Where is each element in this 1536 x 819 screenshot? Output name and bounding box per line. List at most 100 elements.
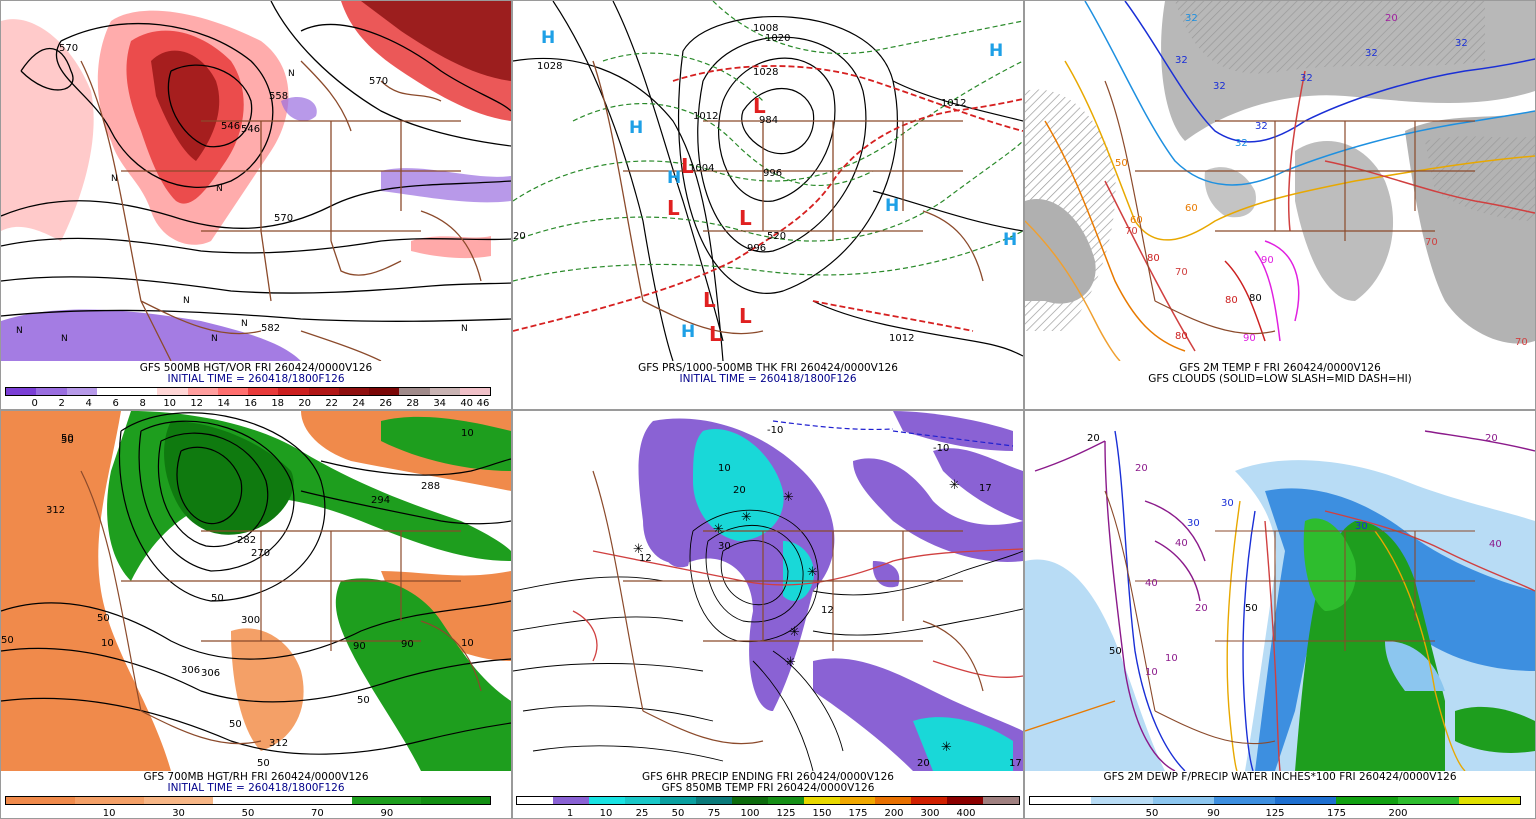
vorticity-markers: N N N N N N N N N	[16, 69, 468, 344]
colorbar-tick-label: 22	[325, 398, 339, 409]
svg-text:H: H	[1003, 230, 1017, 250]
svg-text:70: 70	[1175, 267, 1188, 278]
rh-fill	[1, 411, 511, 771]
svg-text:L: L	[681, 154, 694, 178]
colorbar-tick-label: 175	[848, 808, 868, 819]
svg-text:H: H	[681, 322, 695, 342]
dewpoint-labels: 20 30 30 50 40 40 10 30 20 20 50 20 40 1…	[1087, 433, 1502, 678]
colorbar-swatch	[1275, 797, 1337, 804]
svg-text:10: 10	[101, 638, 114, 649]
colorbar-swatch	[6, 388, 37, 395]
svg-text:L: L	[739, 304, 752, 328]
height-contours	[1, 1, 511, 322]
colorbar-swatch	[839, 797, 876, 804]
svg-text:✳: ✳	[713, 522, 724, 537]
svg-text:80: 80	[1249, 293, 1262, 304]
svg-text:80: 80	[1175, 331, 1188, 342]
svg-text:12: 12	[639, 553, 652, 564]
svg-text:✳: ✳	[741, 510, 752, 525]
colorbar-swatch	[36, 388, 67, 395]
svg-text:-10: -10	[933, 443, 949, 454]
svg-text:570: 570	[274, 213, 293, 224]
svg-text:✳: ✳	[807, 565, 818, 580]
colorbar-pwat-ticks: 50 90 125 175 200	[1029, 808, 1521, 819]
svg-text:520: 520	[767, 231, 786, 242]
vorticity-fill	[1, 1, 511, 361]
svg-text:H: H	[667, 168, 681, 188]
colorbar-swatch	[96, 388, 127, 395]
svg-text:20: 20	[1135, 463, 1148, 474]
colorbar-pwat	[1029, 796, 1521, 805]
svg-text:32: 32	[1300, 73, 1313, 84]
colorbar-tick-label: 75	[707, 808, 721, 819]
svg-text:570: 570	[59, 43, 78, 54]
colorbar-swatch	[399, 388, 430, 395]
svg-text:1028: 1028	[537, 61, 562, 72]
svg-text:✳: ✳	[633, 542, 644, 557]
colorbar-swatch	[803, 797, 840, 804]
colorbar-swatch	[588, 797, 625, 804]
svg-text:20: 20	[1195, 603, 1208, 614]
panel-pressure-thickness: 1028 1020 1028 1012 1012 996 996 984 101…	[512, 0, 1024, 410]
svg-text:80: 80	[1225, 295, 1238, 306]
precip-fill	[638, 411, 1023, 771]
colorbar-tick-label: 12	[190, 398, 204, 409]
colorbar-tick-label: 300	[920, 808, 940, 819]
svg-text:90: 90	[1243, 333, 1256, 344]
svg-text:N: N	[211, 334, 218, 344]
svg-text:20: 20	[1385, 13, 1398, 24]
svg-text:17: 17	[1009, 758, 1022, 769]
svg-text:✳: ✳	[941, 740, 952, 755]
map-dewpoint-svg: 20 30 30 50 40 40 10 30 20 20 50 20 40 1…	[1025, 430, 1535, 771]
svg-text:60: 60	[1130, 215, 1143, 226]
colorbar-vorticity	[5, 387, 491, 396]
svg-text:-10: -10	[767, 425, 783, 436]
cloud-cover	[1025, 1, 1535, 344]
colorbar-swatch	[1336, 797, 1398, 804]
panel-6hr-precip: -10 -10 10 20 30 12 12 17 17 20 ✳ ✳ ✳ ✳ ✳ ✳ …	[512, 410, 1024, 819]
colorbar-vorticity-ticks: 0 2 4 6 8 10 12 14 16 18 20 22 24 26 28 34 40 46	[5, 398, 491, 409]
svg-text:30: 30	[1187, 518, 1200, 529]
caption-pressure-title: GFS PRS/1000-500MB THK FRI 260424/0000V1…	[638, 362, 898, 374]
svg-text:50: 50	[61, 435, 74, 446]
colorbar-tick-label: 50	[1145, 808, 1159, 819]
political-borders	[592, 470, 984, 745]
svg-text:60: 60	[1185, 203, 1198, 214]
svg-text:12: 12	[821, 605, 834, 616]
svg-text:L: L	[753, 94, 766, 118]
temperature-contours	[513, 509, 1023, 771]
map-700mb: 50 312 10 50 294 306 300 50 306 50 312 5…	[1, 411, 511, 771]
colorbar-swatch	[732, 797, 768, 804]
svg-text:20: 20	[733, 485, 746, 496]
map-700mb-svg: 50 312 10 50 294 306 300 50 306 50 312 5…	[1, 411, 511, 771]
political-borders	[1104, 80, 1475, 335]
svg-text:90: 90	[401, 639, 414, 650]
colorbar-swatch	[1152, 797, 1214, 804]
svg-text:32: 32	[1175, 55, 1188, 66]
svg-text:N: N	[16, 326, 23, 336]
svg-text:984: 984	[759, 115, 778, 126]
colorbar-swatch	[517, 797, 553, 804]
svg-text:N: N	[241, 319, 248, 329]
colorbar-tick-label: 34	[433, 398, 447, 409]
colorbar-tick-label: 400	[956, 808, 976, 819]
colorbar-tick-label: 6	[112, 398, 119, 409]
colorbar-swatch	[6, 797, 76, 804]
svg-text:50: 50	[1245, 603, 1258, 614]
colorbar-swatch	[1091, 797, 1153, 804]
political-borders	[1104, 490, 1475, 745]
svg-text:32: 32	[1365, 48, 1378, 59]
colorbar-tick-label: 200	[1388, 808, 1408, 819]
colorbar-tick-label: 25	[635, 808, 649, 819]
colorbar-swatch	[875, 797, 912, 804]
svg-text:70: 70	[1425, 237, 1438, 248]
colorbar-tick-label: 4	[85, 398, 92, 409]
colorbar-swatch	[217, 388, 248, 395]
svg-text:N: N	[288, 69, 295, 79]
svg-text:1012: 1012	[889, 333, 914, 344]
svg-text:✳: ✳	[785, 655, 796, 670]
colorbar-precip	[516, 796, 1020, 805]
svg-text:80: 80	[1147, 253, 1160, 264]
colorbar-tick-label: 2	[58, 398, 65, 409]
map-2m-temp-svg: 32 32 32 32 32 32 32 32 20 50 60 70 60 7…	[1025, 1, 1535, 361]
